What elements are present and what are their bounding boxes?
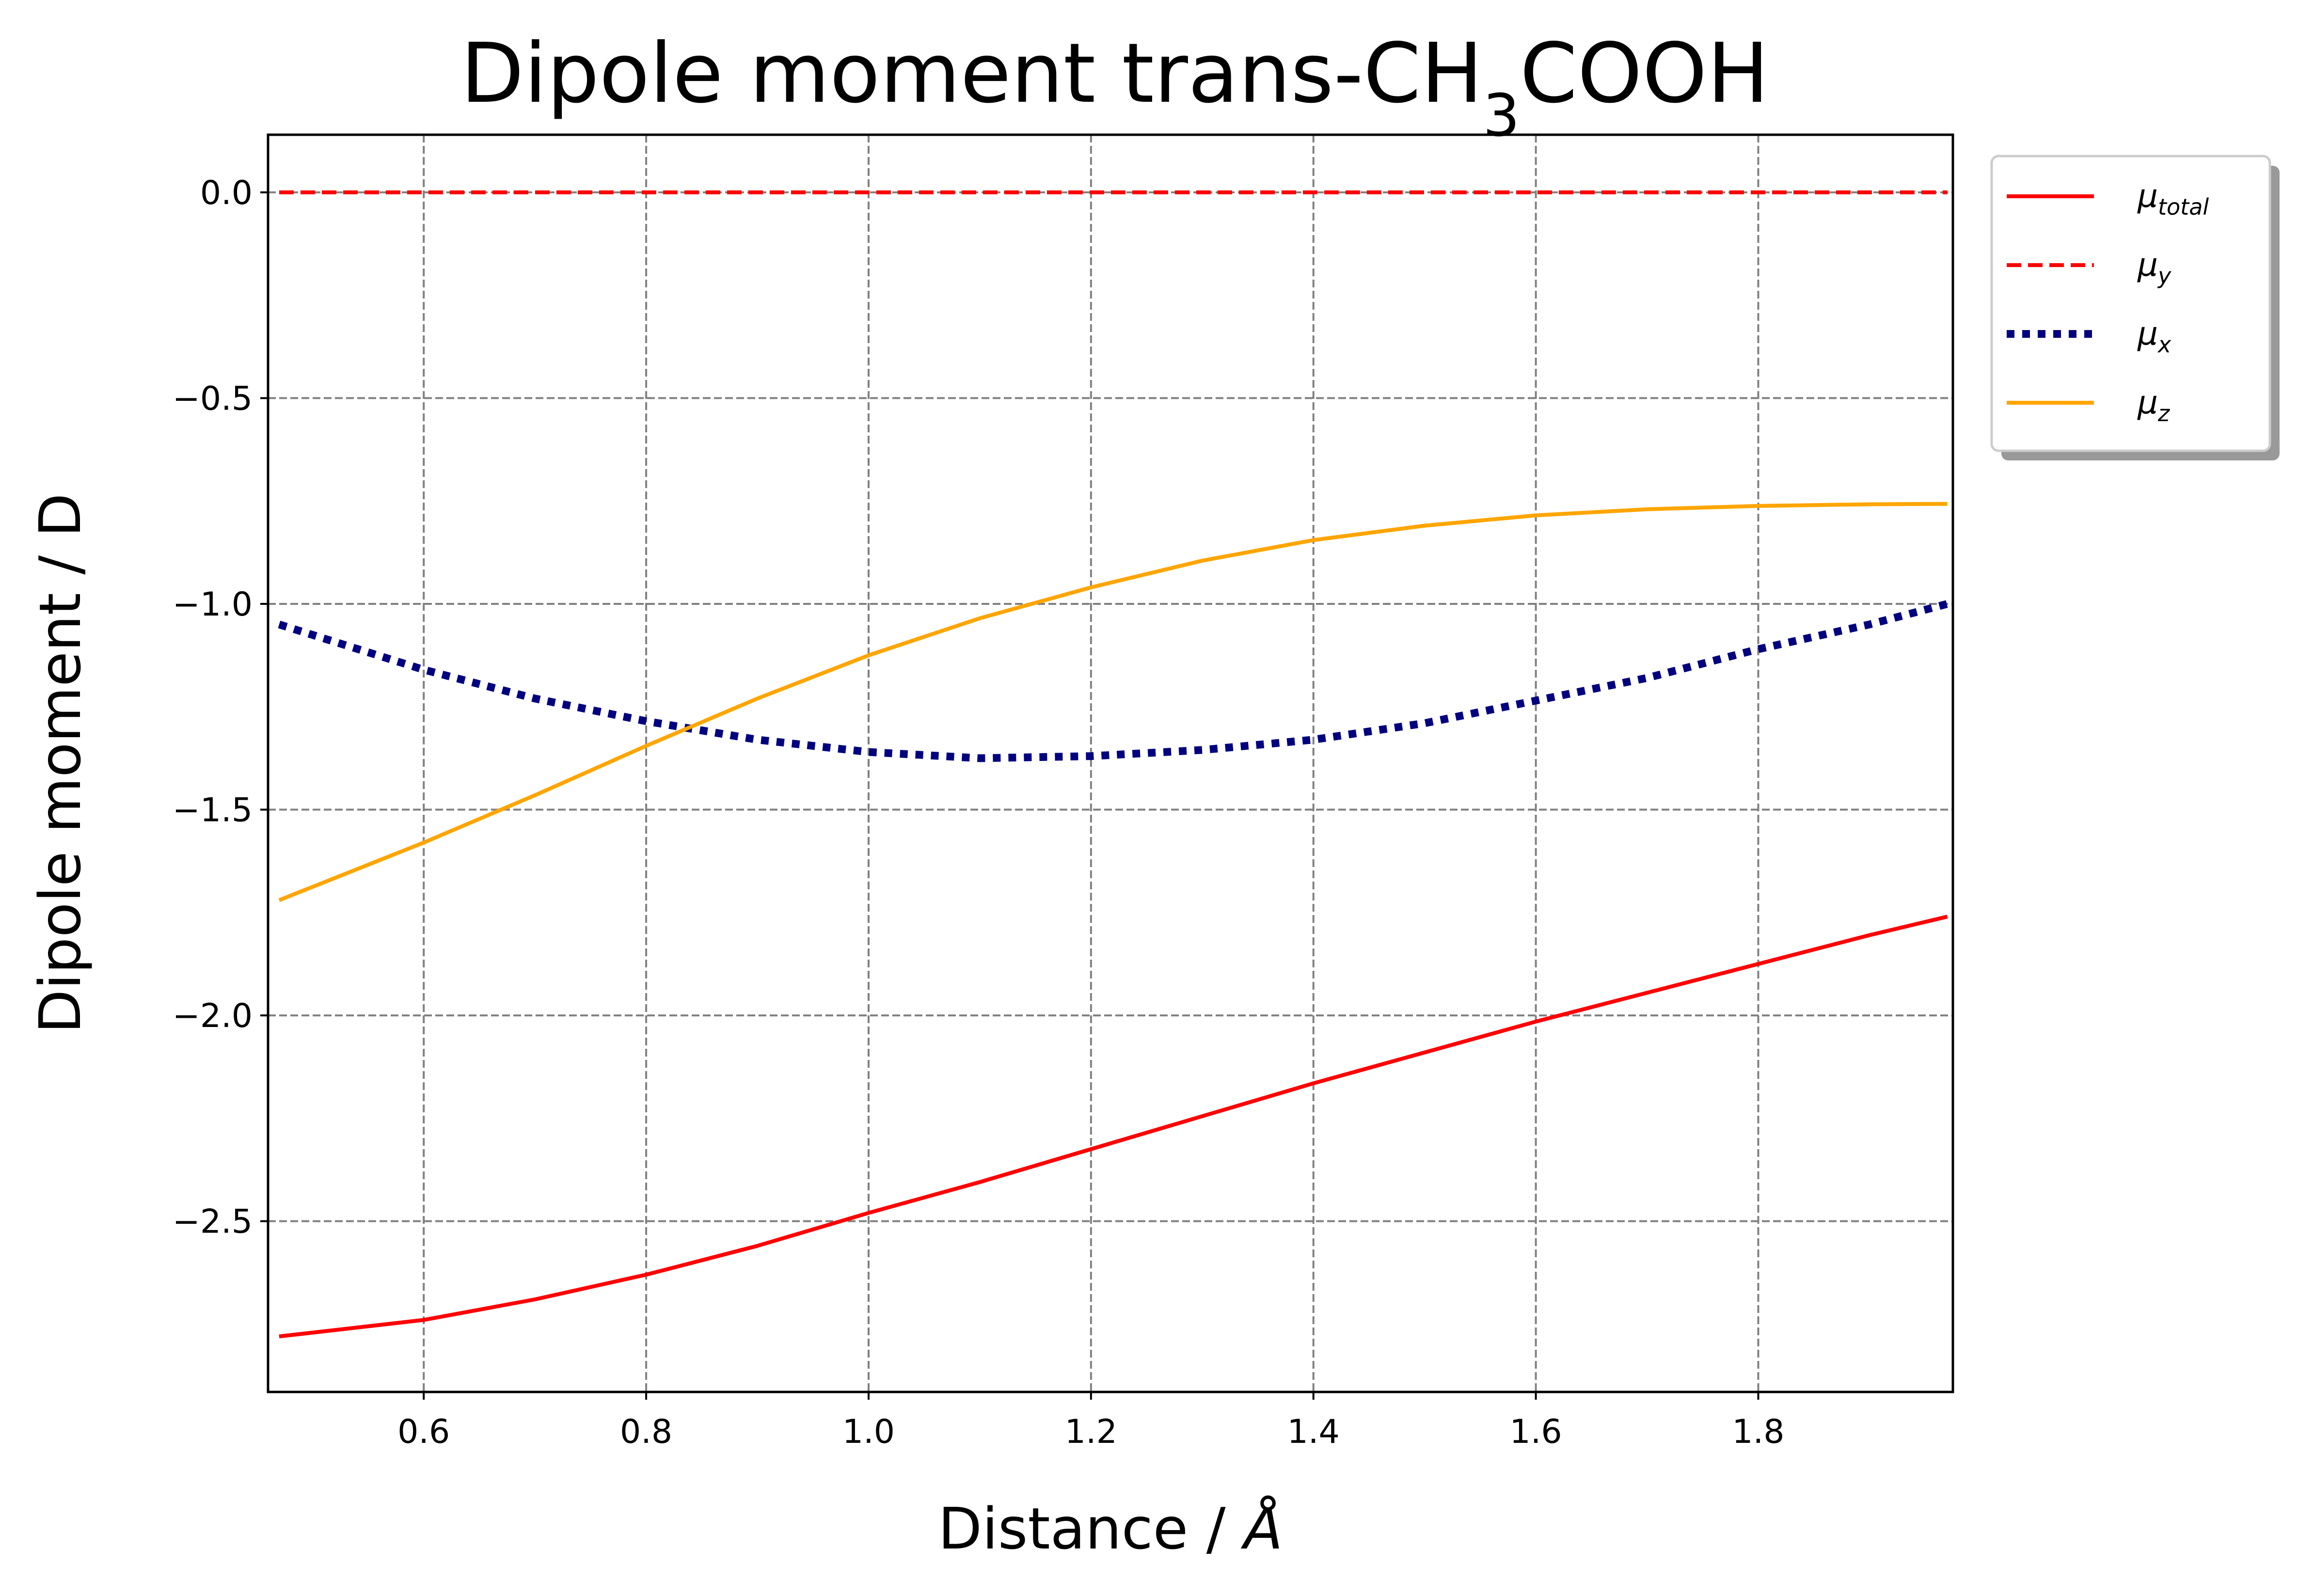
x-axis-ticks: 0.6 0.8 1.0 1.2 1.4 1.6 1.8 [397,1392,1785,1451]
series-line-mu-total [279,915,1948,1339]
y-tick-label: −1.0 [173,585,253,624]
x-tick-label: 0.8 [620,1413,672,1451]
x-tick-label: 0.6 [397,1413,450,1451]
series-line-mu-z [278,502,1948,902]
x-tick-label: 1.8 [1732,1413,1784,1451]
x-axis-label-unit: Å [1240,1495,1283,1562]
x-tick-label: 1.2 [1065,1413,1117,1451]
legend-box [1990,155,2271,452]
legend-label-mu-y: μy [2137,246,2171,289]
legend-label-subscript: y [2157,263,2171,289]
legend-label-subscript: x [2157,332,2171,358]
legend-label-symbol: μ [2137,177,2158,215]
legend-label-mu-x: μx [2137,315,2171,358]
series-line-mu-x [278,600,1949,762]
legend-label-symbol: μ [2137,246,2158,284]
y-tick-label: −2.0 [173,997,253,1035]
chart-title: Dipole moment trans-CH3COOH [460,26,1769,150]
legend-label-subscript: total [2158,194,2209,220]
y-tick-label: 0.0 [200,174,253,212]
y-tick-label: −1.5 [173,791,253,830]
x-axis-label: Distance / Å [938,1495,1283,1562]
legend-label-symbol: μ [2137,315,2158,352]
chart-title-subscript: 3 [1483,82,1520,150]
y-tick-label: −0.5 [173,379,253,418]
legend-label-mu-total: μtotal [2137,177,2209,220]
plot-frame [267,133,1954,1393]
chart-title-suffix: COOH [1520,26,1769,122]
y-axis-ticks: 0.0 −0.5 −1.0 −1.5 −2.0 −2.5 [173,174,268,1241]
grid [268,135,1953,1392]
y-tick-label: −2.5 [173,1203,253,1241]
legend-label-symbol: μ [2137,384,2158,421]
chart-title-main: Dipole moment trans-CH [460,26,1483,122]
x-tick-label: 1.4 [1287,1413,1340,1451]
plot-series [278,190,1949,1339]
legend-label-subscript: z [2157,400,2170,427]
y-axis-label: Dipole moment / D [27,493,94,1033]
x-tick-label: 1.6 [1510,1413,1562,1451]
x-tick-label: 1.0 [842,1413,895,1451]
x-axis-label-text: Distance / [938,1495,1244,1562]
legend-label-mu-z: μz [2137,384,2170,427]
